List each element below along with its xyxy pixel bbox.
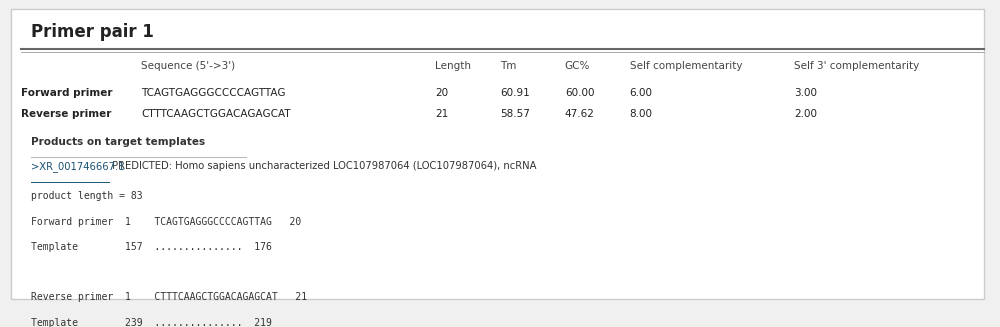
Text: TCAGTGAGGGCCCCAGTTAG: TCAGTGAGGGCCCCAGTTAG [141,88,286,98]
Text: product length = 83: product length = 83 [31,192,143,201]
Text: 2.00: 2.00 [794,109,817,119]
Text: GC%: GC% [565,61,590,71]
Text: Template        239  ...............  219: Template 239 ............... 219 [31,318,272,327]
Text: 60.00: 60.00 [565,88,594,98]
Text: Products on target templates: Products on target templates [31,137,205,147]
Text: Forward primer  1    TCAGTGAGGGCCCCAGTTAG   20: Forward primer 1 TCAGTGAGGGCCCCAGTTAG 20 [31,217,302,227]
Text: PREDICTED: Homo sapiens uncharacterized LOC107987064 (LOC107987064), ncRNA: PREDICTED: Homo sapiens uncharacterized … [109,161,537,171]
Text: Reverse primer: Reverse primer [21,109,112,119]
Text: Forward primer: Forward primer [21,88,113,98]
Text: 21: 21 [435,109,448,119]
Text: 3.00: 3.00 [794,88,817,98]
Text: 20: 20 [435,88,448,98]
Text: Primer pair 1: Primer pair 1 [31,23,154,41]
Text: Tm: Tm [500,61,516,71]
Text: 6.00: 6.00 [630,88,653,98]
Text: Self complementarity: Self complementarity [630,61,742,71]
Text: 8.00: 8.00 [630,109,653,119]
FancyBboxPatch shape [11,9,984,300]
Text: Reverse primer  1    CTTTCAAGCTGGACAGAGCAT   21: Reverse primer 1 CTTTCAAGCTGGACAGAGCAT 2… [31,292,307,302]
Text: Sequence (5'->3'): Sequence (5'->3') [141,61,235,71]
Text: 60.91: 60.91 [500,88,530,98]
Text: 47.62: 47.62 [565,109,595,119]
Text: CTTTCAAGCTGGACAGAGCAT: CTTTCAAGCTGGACAGAGCAT [141,109,291,119]
Text: Self 3' complementarity: Self 3' complementarity [794,61,919,71]
Text: Length: Length [435,61,471,71]
Text: 58.57: 58.57 [500,109,530,119]
Text: Template        157  ...............  176: Template 157 ............... 176 [31,242,272,252]
Text: >XR_001746667.1: >XR_001746667.1 [31,161,125,172]
